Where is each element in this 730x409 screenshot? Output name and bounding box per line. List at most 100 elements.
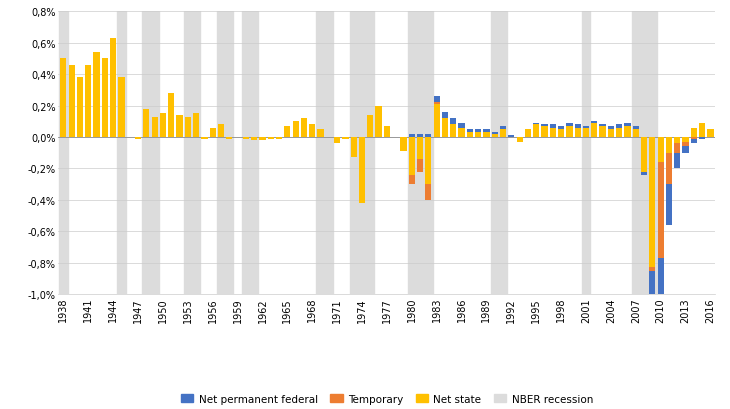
Bar bbox=[550, 125, 556, 128]
Bar bbox=[375, 106, 382, 138]
Bar bbox=[707, 130, 713, 138]
Bar bbox=[185, 117, 191, 138]
Bar bbox=[649, 271, 656, 326]
Bar bbox=[533, 125, 539, 138]
Bar bbox=[359, 138, 365, 204]
Bar bbox=[583, 127, 589, 128]
Bar bbox=[591, 124, 597, 138]
Bar bbox=[500, 127, 506, 130]
Bar bbox=[342, 138, 348, 139]
Bar bbox=[193, 114, 199, 138]
Bar bbox=[458, 128, 465, 138]
Bar bbox=[658, 163, 664, 258]
Bar bbox=[508, 136, 515, 138]
Bar bbox=[417, 138, 423, 160]
Bar bbox=[500, 130, 506, 138]
Bar bbox=[582, 12, 590, 294]
Bar bbox=[400, 138, 407, 152]
Bar bbox=[658, 258, 664, 321]
Bar bbox=[426, 185, 431, 200]
Bar bbox=[649, 138, 656, 268]
Bar bbox=[691, 139, 697, 144]
Bar bbox=[367, 116, 374, 138]
Bar bbox=[599, 125, 606, 127]
Bar bbox=[483, 133, 490, 138]
Bar bbox=[608, 127, 614, 130]
Bar bbox=[217, 12, 234, 294]
Bar bbox=[434, 103, 439, 105]
Bar bbox=[409, 135, 415, 138]
Bar bbox=[226, 138, 232, 139]
Bar bbox=[318, 130, 323, 138]
Bar bbox=[334, 138, 340, 144]
Bar bbox=[691, 138, 697, 139]
Bar bbox=[533, 124, 539, 125]
Bar bbox=[683, 142, 688, 147]
Bar bbox=[85, 65, 91, 138]
Bar bbox=[466, 133, 473, 138]
Bar bbox=[434, 105, 439, 138]
Bar bbox=[407, 12, 432, 294]
Bar bbox=[242, 12, 258, 294]
Bar bbox=[309, 125, 315, 138]
Bar bbox=[658, 138, 664, 163]
Bar bbox=[384, 127, 390, 138]
Bar bbox=[542, 127, 548, 138]
Bar bbox=[483, 130, 490, 133]
Bar bbox=[674, 153, 680, 169]
Bar bbox=[143, 110, 150, 138]
Bar bbox=[61, 59, 66, 138]
Bar bbox=[450, 125, 456, 138]
Bar bbox=[641, 172, 648, 175]
Bar bbox=[542, 125, 548, 127]
Bar bbox=[458, 124, 465, 128]
Bar bbox=[517, 138, 523, 142]
Bar bbox=[475, 130, 481, 133]
Bar bbox=[649, 268, 656, 271]
Bar bbox=[666, 185, 672, 225]
Bar bbox=[699, 124, 705, 138]
Bar bbox=[69, 65, 74, 138]
Bar bbox=[259, 138, 266, 141]
Bar bbox=[631, 12, 656, 294]
Bar bbox=[683, 147, 688, 153]
Bar bbox=[491, 135, 498, 138]
Bar bbox=[699, 138, 705, 139]
Bar bbox=[77, 78, 83, 138]
Bar bbox=[691, 128, 697, 138]
Bar bbox=[251, 138, 257, 141]
Bar bbox=[566, 124, 572, 127]
Bar bbox=[624, 124, 631, 127]
Legend: Net permanent federal, Temporary, Net state, NBER recession: Net permanent federal, Temporary, Net st… bbox=[177, 389, 597, 408]
Bar bbox=[426, 138, 431, 185]
Bar bbox=[608, 130, 614, 138]
Bar bbox=[243, 138, 249, 139]
Bar bbox=[118, 78, 125, 138]
Bar bbox=[591, 122, 597, 124]
Bar bbox=[599, 127, 606, 138]
Bar bbox=[583, 128, 589, 138]
Bar bbox=[525, 130, 531, 138]
Bar bbox=[558, 130, 564, 138]
Bar bbox=[558, 127, 564, 130]
Bar bbox=[575, 128, 581, 138]
Bar bbox=[417, 160, 423, 172]
Bar bbox=[284, 127, 291, 138]
Bar bbox=[177, 116, 182, 138]
Bar bbox=[152, 117, 158, 138]
Bar bbox=[466, 130, 473, 133]
Bar bbox=[201, 138, 207, 139]
Bar bbox=[475, 133, 481, 138]
Bar bbox=[210, 128, 216, 138]
Bar bbox=[409, 175, 415, 185]
Bar bbox=[350, 138, 357, 158]
Bar bbox=[450, 119, 456, 125]
Bar bbox=[633, 130, 639, 138]
Bar bbox=[442, 112, 448, 119]
Bar bbox=[168, 94, 174, 138]
Bar bbox=[633, 127, 639, 130]
Bar bbox=[616, 125, 622, 128]
Bar bbox=[434, 97, 439, 103]
Bar bbox=[616, 128, 622, 138]
Bar bbox=[135, 138, 141, 139]
